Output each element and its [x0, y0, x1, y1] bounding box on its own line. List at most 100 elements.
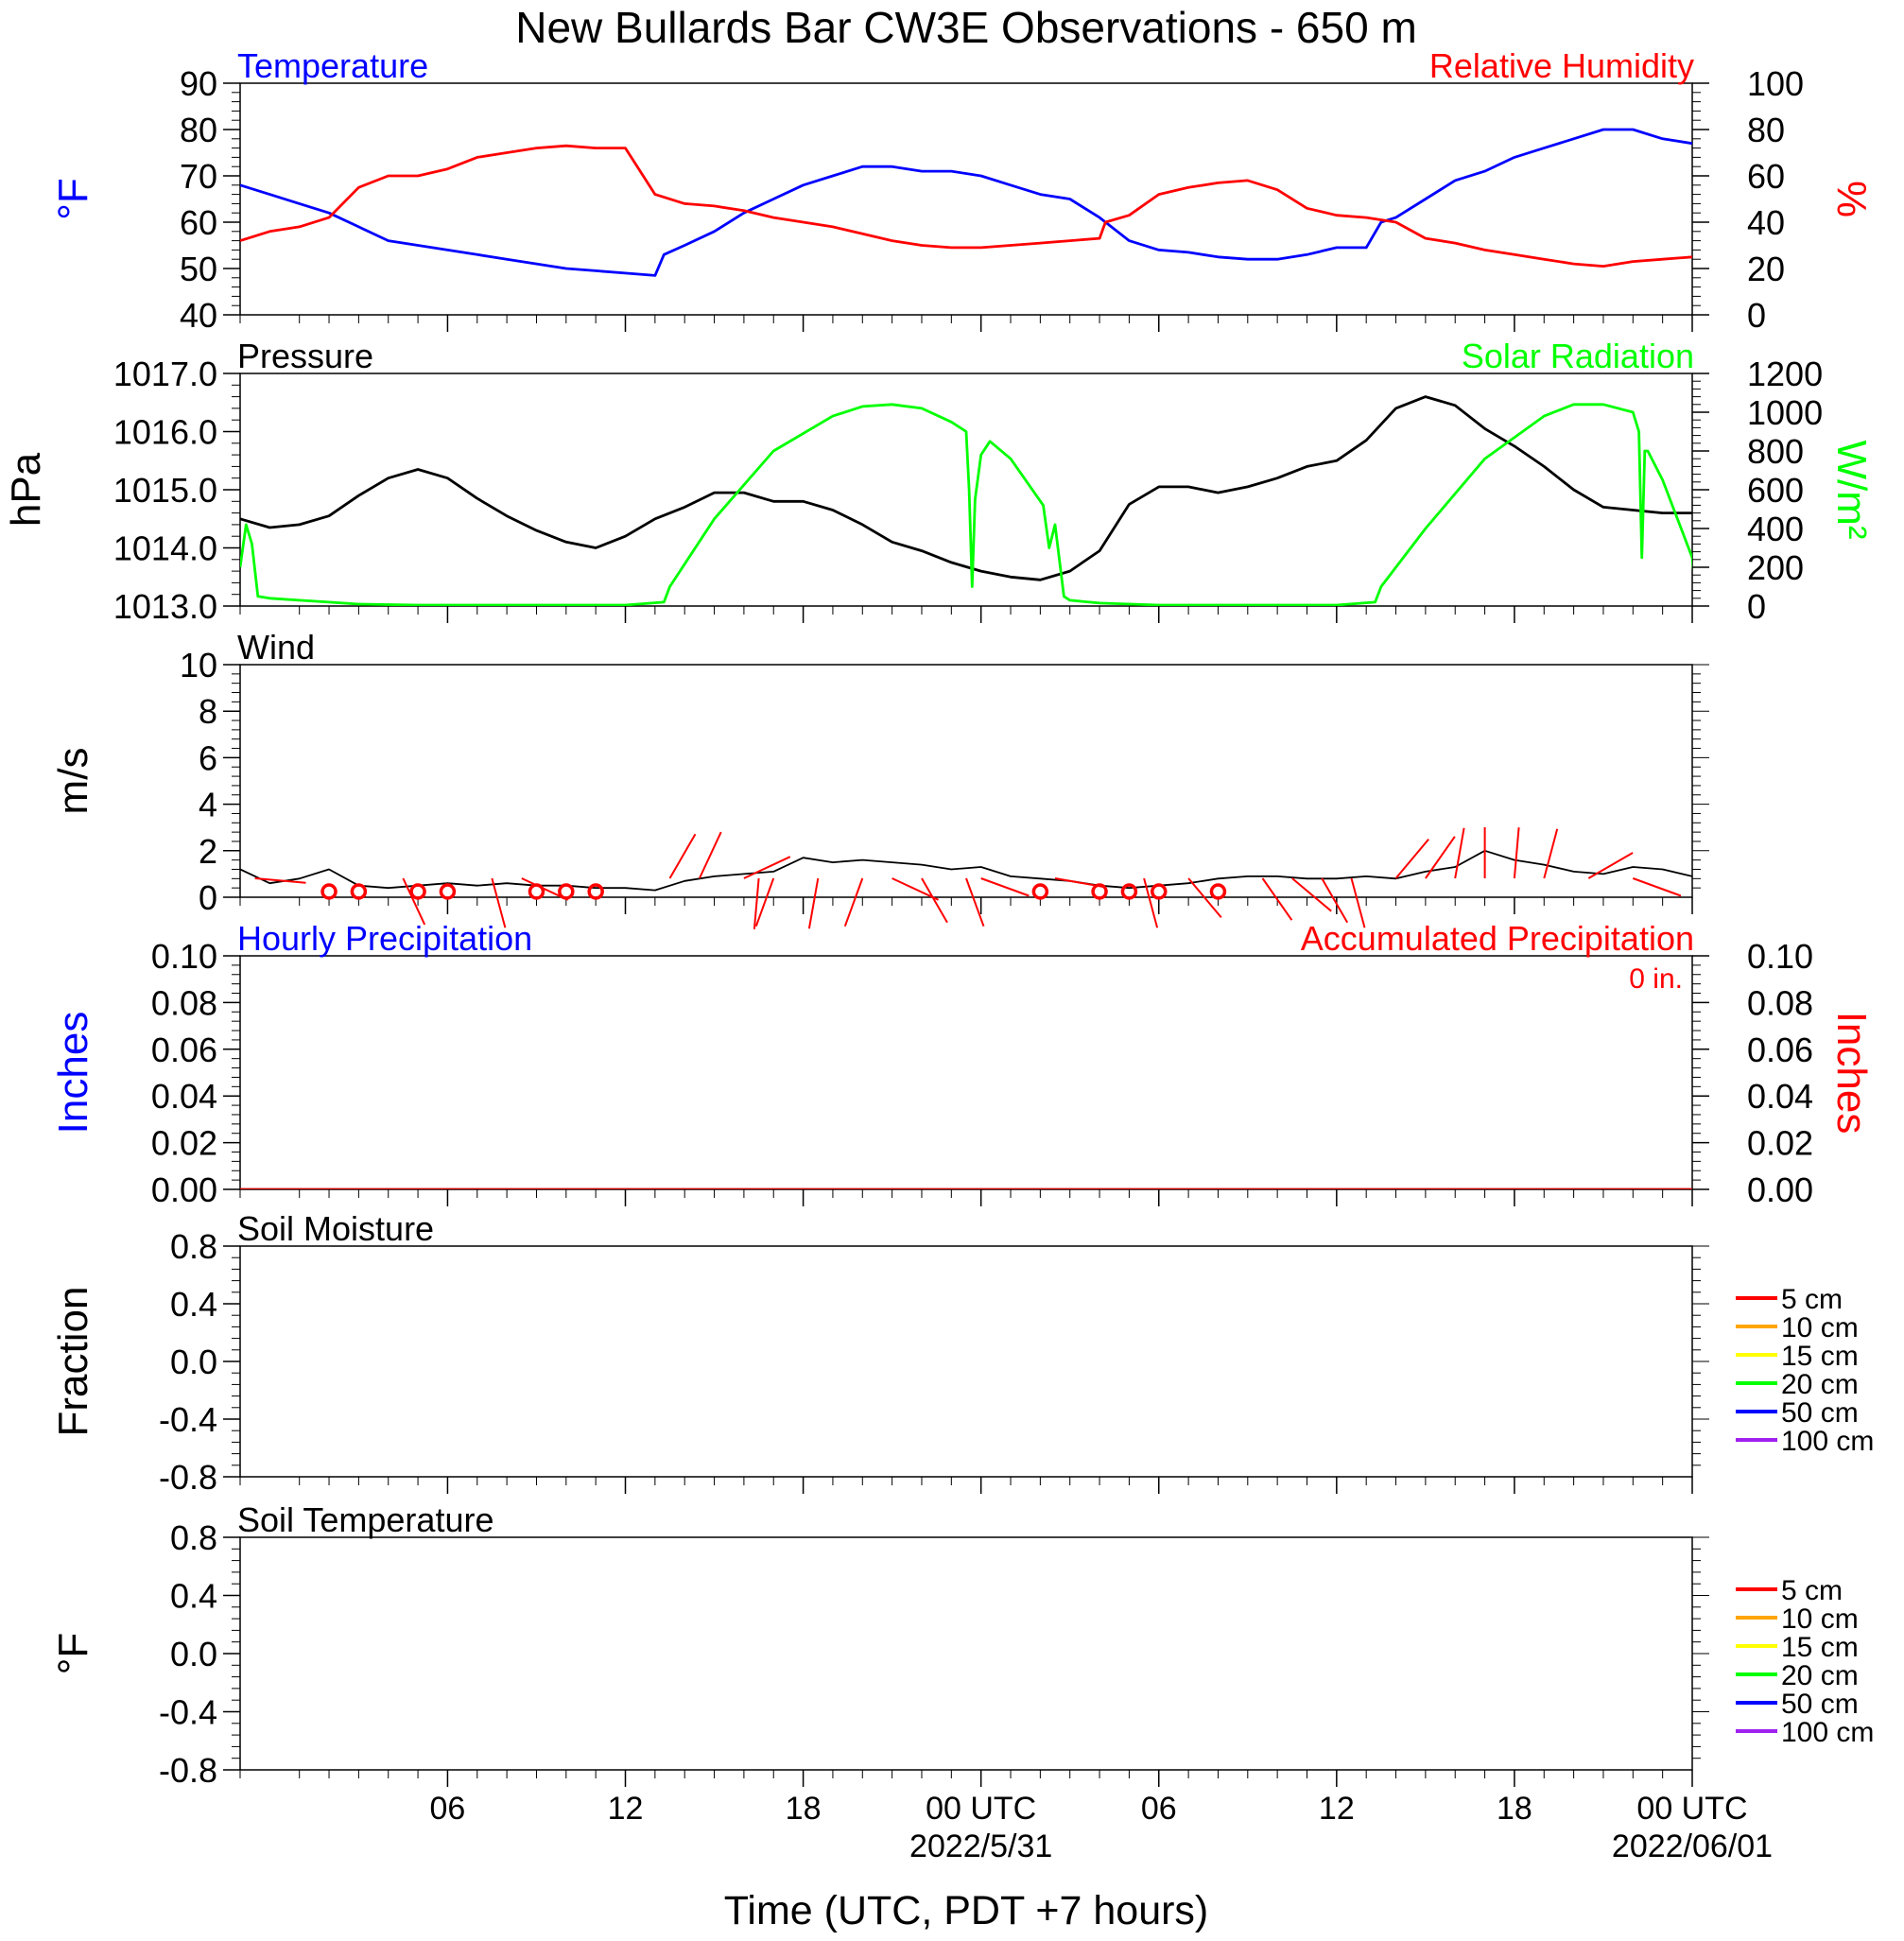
x-axis-label: Time (UTC, PDT +7 hours): [724, 1888, 1209, 1933]
panel-frame: [239, 1536, 1693, 1771]
calm-wind-marker: [439, 883, 457, 900]
calm-wind-marker: [528, 883, 545, 900]
y-tick-label-left: 0.8: [170, 1518, 217, 1557]
legend-label: 20 cm: [1781, 1660, 1859, 1691]
panel-plot-area: [240, 849, 1692, 892]
panel-title-left: Soil Moisture: [237, 1209, 434, 1248]
panel-frame: [239, 1245, 1693, 1478]
x-tick-label: 18: [1497, 1791, 1532, 1827]
wind-barb: [1454, 827, 1465, 879]
calm-wind-marker: [558, 883, 575, 900]
y-tick-label-left: -0.8: [159, 1751, 217, 1790]
y-tick-label-left: -0.4: [159, 1693, 217, 1732]
wind-barb: [1513, 827, 1520, 879]
panel-temperature_humidity: 90 80 70 60 50 40 100 80 60 40 20 0 Temperature Relat…: [50, 46, 1875, 335]
y-tick-label-left: 0.4: [170, 1577, 217, 1616]
y-tick-label-left: 0.0: [170, 1343, 217, 1381]
y-axis-label-right: %: [1828, 181, 1875, 217]
wind-barb: [254, 877, 306, 884]
y-axis-label-left: Fraction: [50, 1287, 96, 1437]
y-tick-label-right: 200: [1747, 548, 1804, 587]
y-axis-label-right: W/m²: [1828, 440, 1875, 539]
panel-wind: 10 8 6 4 2 0 Wind m/s: [50, 628, 1709, 929]
y-axis-label-left: °F: [50, 178, 96, 219]
series-line-wind: [240, 849, 1692, 892]
wind-barb: [1350, 877, 1366, 928]
y-tick-label-left: 70: [180, 157, 217, 196]
y-tick-label-right: 1000: [1747, 393, 1823, 432]
wind-barb: [807, 877, 820, 929]
y-tick-label-left: 0: [199, 878, 217, 917]
panel-title-left: Soil Temperature: [237, 1500, 493, 1539]
wind-barb: [1291, 877, 1332, 912]
y-tick-label-right: 0.02: [1747, 1124, 1813, 1163]
calm-wind-marker: [1091, 883, 1108, 900]
wind-barb: [668, 833, 697, 879]
panel-frame: [239, 664, 1693, 898]
panel-precipitation: 0.10 0.08 0.06 0.04 0.02 0.00 0.10 0.08 0.06 0.04…: [50, 919, 1875, 1209]
calm-wind-marker: [1209, 883, 1227, 900]
wind-barb: [965, 877, 985, 927]
y-tick-label-right: 20: [1747, 250, 1785, 288]
y-tick-label-right: 80: [1747, 111, 1785, 149]
wind-barb: [402, 877, 426, 926]
calm-wind-marker: [1031, 883, 1049, 900]
panel-plot-area: [240, 128, 1692, 277]
y-axis-label-left: m/s: [50, 748, 96, 815]
wind-barb: [743, 856, 791, 879]
series-line-solar-radiation: [240, 403, 1692, 606]
x-tick-label: 18: [786, 1791, 822, 1827]
chart-title: New Bullards Bar CW3E Observations - 650…: [515, 3, 1417, 52]
y-tick-label-left: 0.00: [151, 1170, 217, 1209]
series-line-temperature: [240, 128, 1692, 277]
x-tick-date-label: 2022/5/31: [909, 1828, 1052, 1864]
wind-barb: [921, 877, 948, 924]
y-tick-label-right: 1200: [1747, 355, 1823, 393]
y-tick-label-left: 2: [199, 832, 217, 871]
legend-label: 50 cm: [1781, 1689, 1859, 1720]
y-tick-label-left: 0.4: [170, 1285, 217, 1324]
legend-label: 50 cm: [1781, 1397, 1859, 1429]
panel-frame: [239, 955, 1693, 1190]
legend-label: 10 cm: [1781, 1312, 1859, 1343]
x-tick-label: 00 UTC: [926, 1791, 1036, 1827]
y-tick-label-right: 100: [1747, 64, 1804, 103]
x-tick-label: 06: [430, 1791, 466, 1827]
y-tick-label-left: 1015.0: [113, 471, 217, 510]
y-tick-label-left: 0.08: [151, 983, 217, 1022]
panel-plot-area: [240, 395, 1692, 606]
wind-barb: [1587, 852, 1634, 879]
y-tick-label-right: 0: [1747, 587, 1766, 626]
panel-title-left: Wind: [237, 628, 315, 667]
y-axis-label-left: hPa: [3, 452, 49, 527]
y-tick-label-left: -0.8: [159, 1458, 217, 1497]
y-tick-label-left: 0.02: [151, 1124, 217, 1163]
wind-barb: [843, 877, 864, 927]
legend-label: 100 cm: [1781, 1426, 1874, 1457]
wind-barb: [753, 877, 760, 929]
legend-label: 15 cm: [1781, 1632, 1859, 1663]
calm-wind-marker: [350, 883, 368, 900]
wind-barb: [491, 877, 507, 928]
panel-title-left: Pressure: [237, 337, 373, 375]
y-axis-label-left: Inches: [50, 1012, 96, 1135]
y-tick-label-left: 0.0: [170, 1635, 217, 1673]
y-tick-label-left: 80: [180, 111, 217, 149]
y-tick-label-right: 800: [1747, 432, 1804, 471]
wind-barb: [754, 877, 775, 927]
panel-frame: [239, 373, 1693, 607]
x-tick-date-label: 2022/06/01: [1612, 1828, 1773, 1864]
wind-barb: [698, 831, 722, 879]
y-tick-label-right: 0.08: [1747, 983, 1813, 1022]
y-tick-label-left: 1017.0: [113, 355, 217, 393]
y-tick-label-left: 6: [199, 738, 217, 777]
y-tick-label-left: 0.04: [151, 1077, 217, 1116]
x-tick-label: 06: [1141, 1791, 1177, 1827]
panel-title-right: Accumulated Precipitation: [1301, 919, 1694, 958]
wind-barb: [1187, 877, 1222, 919]
y-tick-label-left: 0.10: [151, 937, 217, 976]
y-tick-label-right: 600: [1747, 471, 1804, 510]
